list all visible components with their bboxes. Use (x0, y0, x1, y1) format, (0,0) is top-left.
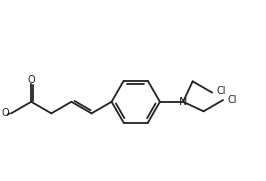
Text: O: O (2, 108, 10, 118)
Text: N: N (179, 97, 187, 107)
Text: O: O (27, 75, 35, 85)
Text: Cl: Cl (228, 95, 238, 105)
Text: Cl: Cl (217, 86, 227, 96)
